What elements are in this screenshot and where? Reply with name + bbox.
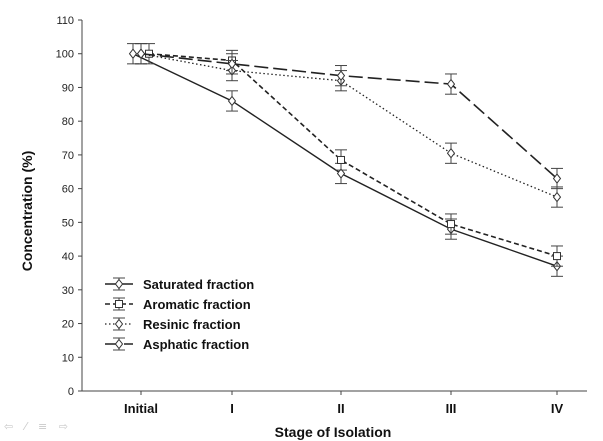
legend-marker (114, 278, 124, 290)
x-tick-label: I (230, 401, 234, 416)
legend-label: Asphatic fraction (143, 337, 249, 352)
x-tick-label: IV (551, 401, 564, 416)
series-line (140, 53, 558, 198)
legend-marker (115, 300, 123, 308)
data-point (336, 70, 346, 81)
x-axis-label: Stage of Isolation (275, 424, 392, 440)
data-point (552, 191, 562, 203)
data-point (128, 48, 138, 60)
x-tick-label: III (446, 401, 457, 416)
series-group (127, 43, 563, 277)
legend-marker (114, 338, 124, 350)
legend-label: Aromatic fraction (143, 297, 251, 312)
y-tick-label: 30 (62, 285, 74, 297)
y-tick-label: 10 (62, 352, 74, 364)
legend: Saturated fraction Aromatic fraction Resin… (105, 277, 254, 352)
data-point (552, 173, 562, 184)
series-line (140, 52, 558, 180)
y-tick-label: 50 (62, 217, 74, 229)
series-asphatic-fraction (135, 43, 563, 190)
x-tick-label: II (337, 401, 344, 416)
y-tick-label: 110 (56, 15, 74, 27)
data-point (227, 58, 237, 70)
legend-label: Saturated fraction (143, 277, 254, 292)
viewer-controls[interactable]: ⇦ ⁄ ≡ ⇨ (4, 420, 72, 433)
data-point (447, 220, 455, 229)
data-point (446, 147, 456, 159)
data-point (337, 155, 345, 164)
y-tick-label: 80 (62, 116, 74, 128)
data-point (136, 48, 146, 60)
y-axis-label: Concentration (%) (19, 151, 35, 272)
data-point (553, 252, 561, 261)
y-tick-label: 20 (62, 319, 74, 331)
series-line (148, 52, 558, 257)
series-resinic-fraction (135, 43, 563, 208)
x-tick-label: Initial (124, 401, 158, 416)
legend-item: Resinic fraction (105, 317, 241, 332)
legend-marker (114, 318, 124, 330)
data-point (336, 168, 346, 179)
data-point (446, 78, 456, 90)
y-tick-label: 40 (62, 251, 74, 263)
y-tick-label: 100 (56, 49, 74, 61)
y-tick-label: 0 (68, 386, 74, 398)
legend-item: Saturated fraction (105, 277, 254, 292)
legend-label: Resinic fraction (143, 317, 241, 332)
legend-item: Asphatic fraction (105, 337, 249, 352)
y-tick-label: 60 (62, 184, 74, 196)
legend-item: Aromatic fraction (105, 297, 251, 312)
data-point (227, 95, 237, 107)
y-tick-label: 90 (62, 82, 74, 94)
y-tick-label: 70 (62, 150, 74, 162)
